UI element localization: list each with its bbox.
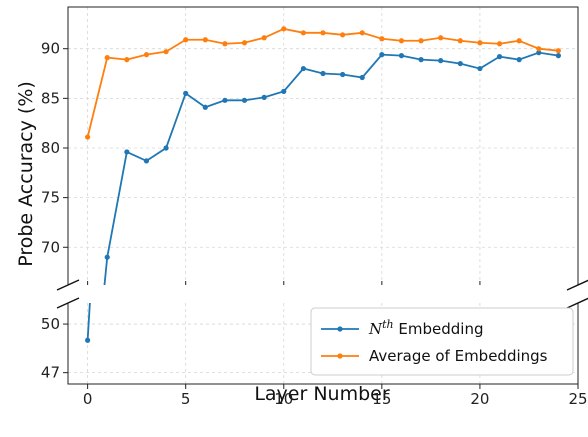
series-2-point [183,37,189,43]
series-2-point [477,40,483,46]
x-tick-label: 10 [274,390,293,408]
series-1-point [379,52,385,58]
series-1-lower [85,14,110,343]
series-2-point [320,30,326,36]
series-1-point [143,158,150,164]
series-2-point [418,38,424,44]
series-1-point [202,104,208,110]
series-2-point [124,57,130,63]
x-tick-label: 0 [83,390,93,408]
y-tick-label-upper: 70 [41,238,60,256]
series-1-point [261,94,267,100]
y-tick-label-upper: 85 [41,89,60,107]
series-2-point [85,134,91,140]
series-1-point [555,53,561,59]
series-2-point [536,46,542,52]
series-1-point [457,60,463,67]
series-2-point [438,35,444,41]
series-2-point [143,52,150,58]
series-1-point [281,88,287,94]
axis-break-mark [566,279,588,291]
x-axis-label: Layer Number [254,383,390,405]
series-2-point [340,32,346,38]
series-1-point [496,54,503,60]
series-1-point [359,74,365,81]
series-2-point [222,41,228,47]
series-1-point [163,145,169,151]
series-2-point [359,30,365,36]
series-2-upper [85,26,561,140]
legend-box [310,307,574,376]
series-1-point [536,50,542,56]
axis-break-mark [56,297,80,309]
series-2-point [496,41,503,47]
y-axis-label: Probe Accuracy (%) [15,81,37,267]
series-2-point [163,49,169,55]
series-1-upper [103,50,561,285]
series-2-point [261,35,267,41]
series-1-point [418,57,424,63]
axis-break-mark [56,279,80,291]
series-2-point [398,38,405,44]
series-1-point [85,337,91,343]
y-tick-label-upper: 80 [41,139,60,157]
y-tick-label-upper: 90 [41,40,60,58]
series-1-point [124,149,130,155]
series-1-point [340,71,346,78]
legend-label-1: Nth Embedding [368,318,484,338]
axis-break-mark [566,297,588,309]
legend-label-2: Average of Embeddings [369,347,548,365]
series-1-point [222,97,228,103]
series-1-point [398,53,405,59]
series-2-point [202,37,208,43]
y-tick-label-lower: 47 [41,364,60,382]
series-2-point [281,26,287,32]
y-tick-label-upper: 75 [41,189,60,207]
series-2-point [104,55,110,61]
y-tick-label-lower: 50 [41,315,60,333]
series-1-point [241,97,248,103]
series-2-point [300,30,306,36]
x-tick-label: 15 [372,390,391,408]
series-2-point [516,38,522,44]
series-1-point [183,90,189,96]
series-1-point [438,58,444,64]
legend-marker-2 [337,353,343,359]
series-1-point [104,254,110,260]
series-2-point [241,40,248,46]
legend-marker-1 [337,326,343,332]
series-2-line [86,27,559,138]
series-1-point [516,57,522,63]
series-1-point [477,65,483,72]
x-tick-label: 20 [470,390,489,408]
series-2-point [457,38,463,44]
legend: Nth Embedding Average of Embeddings [310,307,574,376]
series-1-point [320,70,326,77]
upper-panel-frame [67,6,579,285]
lower-panel-frame [67,303,579,385]
series-1-point [300,65,306,72]
x-tick-label: 25 [568,390,587,408]
series-2-point [555,48,561,54]
x-tick-label: 5 [181,390,191,408]
series-1-line [86,303,91,341]
series-2-point [379,36,385,42]
series-1-point [105,14,110,19]
series-1-line [103,51,559,285]
